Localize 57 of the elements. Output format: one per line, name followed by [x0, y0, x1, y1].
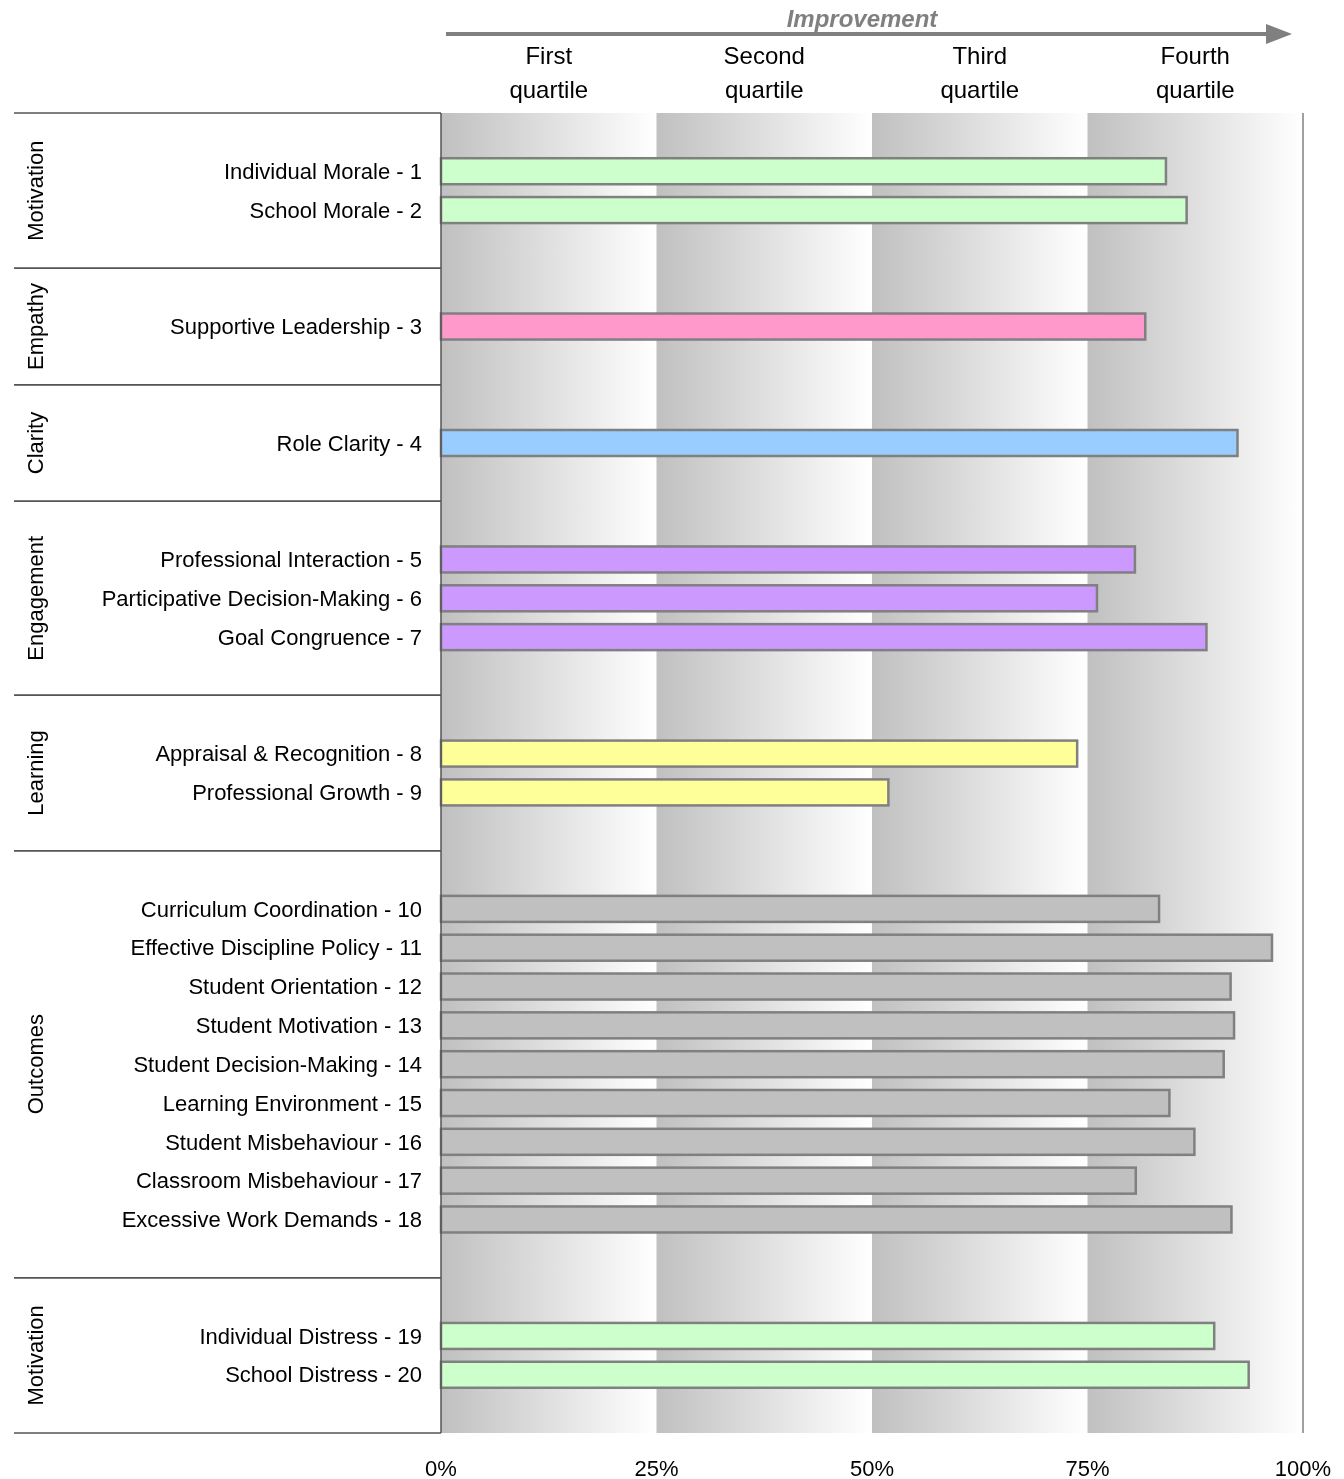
x-tick-label: 100% — [1274, 1456, 1332, 1479]
bar — [439, 1205, 1233, 1234]
text: Clarity — [23, 411, 48, 475]
y-tick-label: Professional Interaction - 5 — [160, 547, 422, 573]
text: Learning — [23, 730, 48, 816]
band-label: First quartile — [509, 42, 589, 103]
bar — [439, 312, 1147, 341]
y-tick-label: Student Motivation - 13 — [195, 1013, 422, 1039]
y-tick-label: Professional Growth - 9 — [192, 780, 422, 806]
bar — [439, 545, 1137, 574]
band-label: Fourth quartile — [1155, 42, 1235, 103]
x-tick-label: 25% — [634, 1456, 679, 1479]
bar — [439, 894, 1161, 924]
x-tick-label: 75% — [1065, 1456, 1110, 1479]
y-tick-label: Student Misbehaviour - 16 — [165, 1129, 422, 1155]
bar — [439, 1321, 1216, 1351]
y-tick-label: Student Decision-Making - 14 — [133, 1051, 422, 1077]
text: Improvement — [786, 5, 939, 32]
x-tick-label: 0% — [425, 1456, 457, 1479]
text: Motivation — [23, 140, 48, 241]
bar — [439, 584, 1099, 613]
y-tick-label: Learning Environment - 15 — [162, 1090, 422, 1116]
y-tick-label: Student Orientation - 12 — [188, 974, 422, 1000]
y-tick-label: Role Clarity - 4 — [276, 430, 422, 456]
y-tick-label: School Distress - 20 — [225, 1362, 422, 1388]
band-label: Second quartile — [723, 42, 805, 103]
y-tick-label: Appraisal & Recognition - 8 — [155, 741, 422, 767]
text: Engagement — [23, 535, 48, 661]
y-tick-label: Individual Morale - 1 — [223, 158, 422, 184]
bar — [439, 1360, 1250, 1390]
y-tick-label: Classroom Misbehaviour - 17 — [135, 1168, 422, 1194]
y-tick-label: Curriculum Coordination - 10 — [140, 896, 422, 922]
bar — [439, 195, 1188, 225]
bar — [439, 622, 1208, 652]
text: Empathy — [23, 283, 48, 370]
bar — [439, 972, 1232, 1001]
y-tick-label: Goal Congruence - 7 — [217, 624, 422, 650]
band-label: Third quartile — [940, 42, 1020, 103]
bar — [439, 428, 1239, 458]
bar — [439, 1127, 1196, 1157]
y-tick-label: Individual Distress - 19 — [199, 1323, 422, 1349]
bar — [439, 1049, 1225, 1079]
y-tick-label: Participative Decision-Making - 6 — [101, 585, 422, 611]
text: Motivation — [23, 1305, 48, 1406]
y-tick-label: Effective Discipline Policy - 11 — [130, 935, 422, 961]
bar — [439, 1011, 1236, 1040]
y-tick-label: Supportive Leadership - 3 — [170, 314, 422, 340]
y-tick-label: Excessive Work Demands - 18 — [121, 1207, 422, 1233]
bar — [439, 739, 1079, 768]
bar — [439, 778, 890, 807]
bar — [439, 933, 1274, 962]
bar — [439, 1166, 1138, 1195]
y-tick-label: School Morale - 2 — [249, 197, 422, 223]
text: Outcomes — [23, 1014, 48, 1115]
bar — [439, 1088, 1171, 1118]
bar — [439, 156, 1168, 186]
x-tick-label: 50% — [849, 1456, 895, 1479]
